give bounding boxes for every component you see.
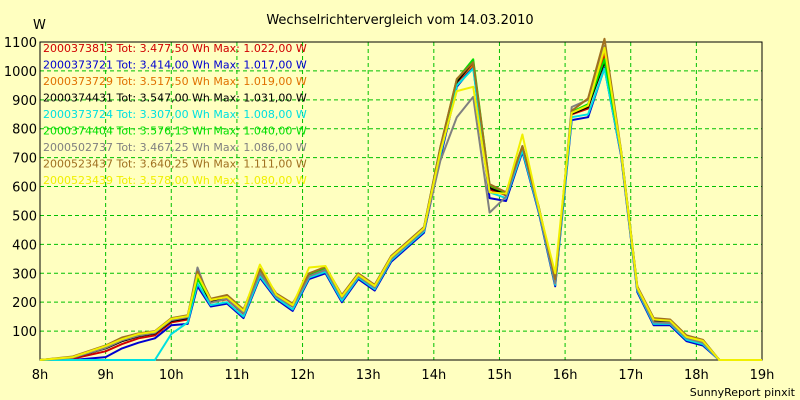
y-axis-ticks: 100 200 300 400 500 600 700 800 900 1000 1100	[4, 36, 37, 340]
legend-entry-2000374431: 2000374431 Tot: 3.547,00 Wh Max: 1.031,0…	[43, 92, 307, 105]
x-tick-label: 14h	[421, 368, 446, 383]
y-tick-label: 100	[12, 325, 37, 340]
x-tick-label: 9h	[97, 368, 114, 383]
y-axis-unit-label: W	[33, 18, 46, 33]
y-tick-label: 800	[12, 123, 37, 138]
x-axis-ticks: 8h 9h 10h 11h 12h 13h 14h 15h 16h 17h 18h 19h	[32, 368, 775, 383]
x-tick-label: 10h	[159, 368, 184, 383]
footer-credit: SunnyReport pinxit	[690, 386, 796, 399]
y-tick-label: 700	[12, 152, 37, 167]
chart-title: Wechselrichtervergleich vom 14.03.2010	[266, 13, 533, 28]
x-tick-label: 17h	[618, 368, 643, 383]
x-tick-label: 16h	[553, 368, 578, 383]
y-tick-label: 600	[12, 181, 37, 196]
y-tick-label: 500	[12, 209, 37, 224]
x-tick-label: 12h	[290, 368, 315, 383]
x-tick-label: 15h	[487, 368, 512, 383]
legend: 2000373813 Tot: 3.477,50 Wh Max: 1.022,0…	[43, 42, 307, 187]
legend-entry-2000374404: 2000374404 Tot: 3.576,13 Wh Max: 1.040,0…	[43, 125, 307, 138]
legend-entry-2000373729: 2000373729 Tot: 3.517,50 Wh Max: 1.019,0…	[43, 75, 307, 88]
y-tick-label: 1100	[4, 36, 37, 51]
series-line-2000374431	[39, 60, 762, 361]
y-tick-label: 900	[12, 94, 37, 109]
legend-entry-2000523439: 2000523439 Tot: 3.578,00 Wh Max: 1.080,0…	[43, 174, 307, 187]
legend-entry-2000373721: 2000373721 Tot: 3.414,00 Wh Max: 1.017,0…	[43, 59, 307, 72]
y-tick-label: 200	[12, 296, 37, 311]
y-tick-label: 1000	[4, 65, 37, 80]
legend-entry-2000373813: 2000373813 Tot: 3.477,50 Wh Max: 1.022,0…	[43, 42, 307, 55]
legend-entry-2000502737: 2000502737 Tot: 3.467,25 Wh Max: 1.086,0…	[43, 141, 307, 154]
x-tick-label: 19h	[750, 368, 775, 383]
legend-entry-2000373724: 2000373724 Tot: 3.307,00 Wh Max: 1.008,0…	[43, 108, 307, 121]
y-tick-label: 400	[12, 238, 37, 253]
x-tick-label: 13h	[356, 368, 381, 383]
x-tick-label: 18h	[684, 368, 709, 383]
x-tick-label: 11h	[225, 368, 250, 383]
grid	[39, 41, 763, 360]
plot-frame	[39, 41, 763, 361]
x-tick-label: 8h	[32, 368, 49, 383]
series-lines	[39, 37, 762, 361]
series-line-2000523439	[39, 46, 762, 361]
y-tick-label: 300	[12, 267, 37, 282]
legend-entry-2000523437: 2000523437 Tot: 3.640,25 Wh Max: 1.111,0…	[43, 158, 307, 171]
